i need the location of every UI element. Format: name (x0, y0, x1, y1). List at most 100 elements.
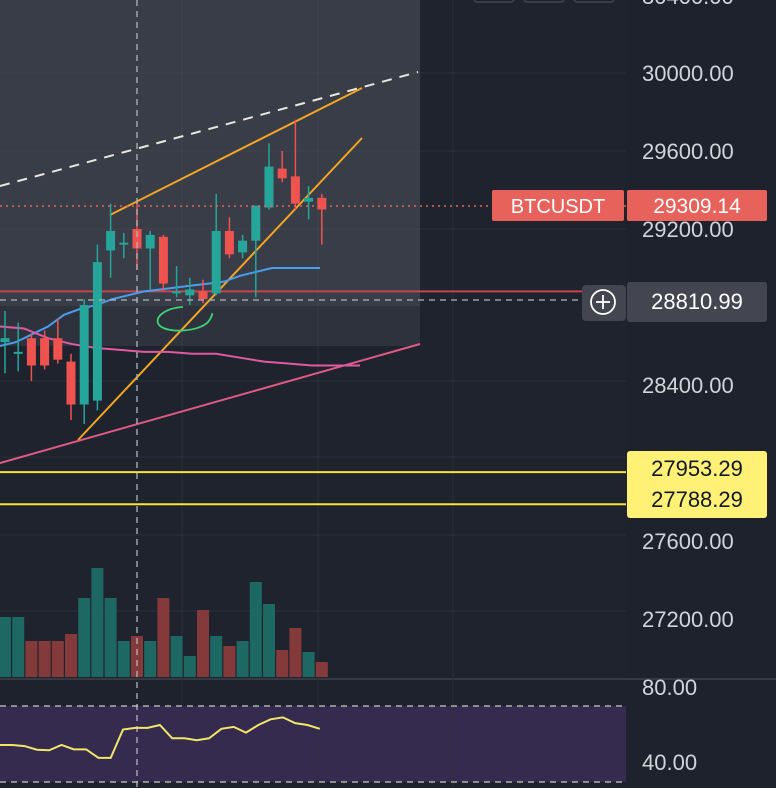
candle-12[interactable] (158, 234, 168, 292)
price-axis[interactable]: 30000.00 29600.00 29200.00 28400.00 27600.00… (642, 0, 734, 632)
horizontal-levels[interactable] (0, 290, 626, 506)
candle-body-22 (290, 176, 300, 204)
rsi-tick-40: 40.00 (642, 750, 697, 775)
candle-8[interactable] (106, 203, 116, 278)
volume-bar-11 (144, 641, 157, 677)
candle-23[interactable] (304, 186, 314, 220)
dashed-trendline[interactable] (0, 71, 419, 187)
candle-19[interactable] (251, 205, 261, 298)
candle-body-20 (264, 166, 274, 208)
toolbar-button-1[interactable] (473, 0, 515, 3)
volume-bar-14 (183, 656, 196, 677)
candle-24[interactable] (317, 193, 327, 245)
range-box-lower (0, 306, 420, 346)
rsi-tick-80: 80.00 (642, 675, 697, 700)
last-price-label-text: 29309.14 (653, 195, 741, 218)
volume-bar-22 (289, 628, 302, 677)
candle-22[interactable] (290, 119, 300, 210)
candle-1[interactable] (13, 322, 23, 372)
candle-body-18 (238, 240, 248, 253)
circle-annotation[interactable] (156, 306, 213, 332)
crosshair-price-label-text: 28810.99 (651, 289, 743, 314)
price-tick-3: 28400.00 (642, 373, 734, 398)
rsi-pane (0, 705, 626, 783)
symbol-label-text: BTCUSDT (511, 196, 605, 218)
candle-body-0 (0, 338, 10, 343)
crosshair-price-label: 28810.99 (627, 282, 767, 322)
volume-bars (0, 568, 328, 677)
candle-body-3 (40, 338, 50, 366)
candle-9[interactable] (119, 232, 129, 259)
candle-6[interactable] (79, 299, 89, 424)
date-range-highlight (0, 0, 420, 306)
level-label-1: 27953.29 (627, 451, 767, 487)
volume-bar-5 (65, 634, 77, 677)
candle-3[interactable] (40, 330, 50, 370)
plus-circle-icon[interactable] (590, 289, 616, 315)
price-tick-2: 29200.00 (642, 217, 734, 242)
volume-bar-3 (38, 641, 51, 677)
candle-4[interactable] (53, 318, 63, 364)
rsi-line (0, 716, 321, 759)
price-tick-0: 30000.00 (642, 61, 734, 86)
candle-body-4 (53, 338, 63, 360)
candle-11[interactable] (145, 230, 155, 290)
volume-bar-7 (91, 568, 104, 677)
toolbar-button-2[interactable] (523, 0, 565, 3)
candle-body-8 (106, 230, 116, 251)
volume-bar-2 (25, 641, 38, 677)
candle-body-14 (185, 289, 195, 296)
volume-bar-0 (0, 617, 11, 677)
candle-body-21 (277, 168, 287, 179)
crosshair-price-label-box (627, 282, 767, 322)
volume-bar-8 (104, 598, 117, 677)
moving-average-0 (0, 267, 320, 347)
candle-0[interactable] (0, 310, 10, 374)
candle-body-1 (13, 351, 23, 354)
toolbar-buttons[interactable] (473, 0, 615, 3)
price-tick-top-partial: 30400.00 (642, 0, 734, 9)
volume-bar-21 (276, 650, 289, 677)
candle-18[interactable] (238, 234, 248, 259)
candle-body-16 (211, 230, 221, 294)
candle-16[interactable] (211, 193, 221, 296)
candle-13[interactable] (172, 266, 182, 298)
volume-bar-15 (197, 610, 209, 677)
candle-21[interactable] (277, 151, 287, 183)
price-tick-5: 27200.00 (642, 607, 734, 632)
candle-body-12 (158, 236, 168, 284)
symbol-label: BTCUSDT (492, 190, 624, 221)
volume-bar-4 (51, 641, 64, 677)
candle-15[interactable] (198, 279, 208, 304)
level-label-2-text: 27788.29 (651, 487, 743, 512)
level-label-1-text: 27953.29 (651, 456, 743, 481)
support-trendline[interactable] (0, 343, 421, 464)
candle-body-15 (198, 291, 208, 300)
add-alert-button[interactable] (582, 285, 626, 321)
candle-body-19 (251, 205, 261, 241)
price-tick-4: 27600.00 (642, 529, 734, 554)
candle-20[interactable] (264, 143, 274, 210)
candle-7[interactable] (92, 244, 102, 411)
volume-bar-1 (12, 617, 25, 677)
candle-17[interactable] (224, 217, 234, 259)
candle-2[interactable] (26, 334, 36, 382)
candle-body-7 (92, 262, 102, 401)
price-tick-1: 29600.00 (642, 139, 734, 164)
candle-body-17 (224, 230, 234, 255)
volume-bar-19 (249, 582, 262, 677)
level-label-2: 27788.29 (627, 482, 767, 518)
volume-bar-10 (131, 636, 143, 677)
channel-upper-line[interactable] (109, 87, 363, 216)
candlesticks[interactable] (0, 119, 327, 424)
volume-bar-18 (236, 641, 249, 677)
rsi-band (0, 706, 626, 782)
candle-5[interactable] (66, 353, 76, 421)
candle-body-24 (317, 197, 327, 210)
last-price-label: 29309.14 (627, 190, 767, 221)
volume-bar-13 (170, 636, 183, 677)
volume-bar-16 (210, 636, 223, 677)
candle-body-10 (132, 229, 142, 249)
toolbar-button-3[interactable] (573, 0, 615, 3)
